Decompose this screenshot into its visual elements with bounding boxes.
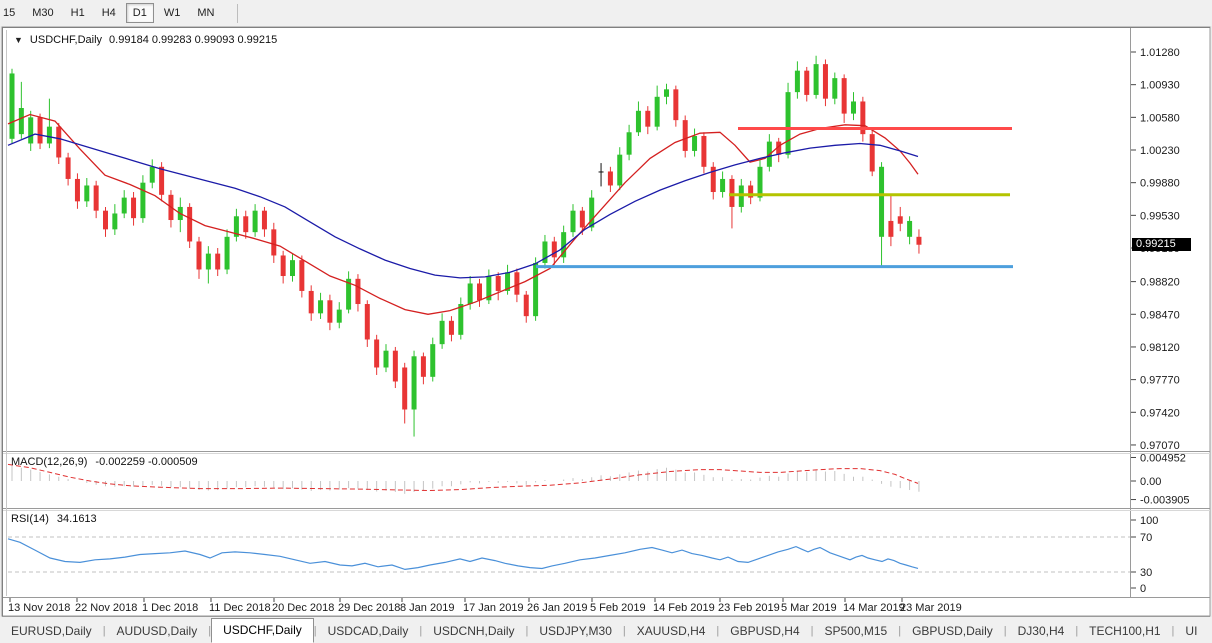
svg-text:14 Feb 2019: 14 Feb 2019: [653, 602, 715, 614]
svg-text:0.98470: 0.98470: [1140, 309, 1180, 321]
svg-text:0.97420: 0.97420: [1140, 407, 1180, 419]
svg-text:70: 70: [1140, 532, 1152, 544]
tab-usdcad-daily[interactable]: USDCAD,Daily: [327, 624, 409, 638]
tab-ui[interactable]: UI: [1185, 624, 1198, 638]
tab-divider: |: [716, 625, 720, 637]
svg-text:29 Dec 2018: 29 Dec 2018: [338, 602, 400, 614]
svg-text:1.00230: 1.00230: [1140, 145, 1180, 157]
svg-text:23 Mar 2019: 23 Mar 2019: [900, 602, 962, 614]
timeframe-button-w1[interactable]: W1: [163, 7, 181, 19]
macd-name: MACD(12,26,9): [11, 456, 88, 468]
svg-text:11 Dec 2018: 11 Dec 2018: [209, 602, 271, 614]
symbol-tabs: EURUSD,Daily | AUDUSD,Daily | USDCHF,Daily | U…: [0, 617, 1212, 643]
svg-text:23 Feb 2019: 23 Feb 2019: [718, 602, 780, 614]
svg-text:0.97770: 0.97770: [1140, 375, 1180, 387]
tab-divider: |: [419, 625, 423, 637]
svg-text:0.98120: 0.98120: [1140, 342, 1180, 354]
tab-tech100-h1[interactable]: TECH100,H1: [1089, 624, 1161, 638]
tab-usdjpy-m30[interactable]: USDJPY,M30: [539, 624, 612, 638]
tab-xauusd-h4[interactable]: XAUUSD,H4: [636, 624, 706, 638]
svg-text:5 Feb 2019: 5 Feb 2019: [590, 602, 646, 614]
svg-text:100: 100: [1140, 515, 1158, 527]
svg-text:-0.003905: -0.003905: [1140, 495, 1190, 507]
tab-divider: |: [102, 625, 106, 637]
macd-values: -0.002259 -0.000509: [95, 456, 198, 468]
timeframe-button-h4[interactable]: H4: [101, 7, 116, 19]
svg-text:1.00930: 1.00930: [1140, 80, 1180, 92]
svg-text:0.00: 0.00: [1140, 476, 1161, 488]
chart-symbol-label: USDCHF,Daily: [29, 34, 103, 46]
svg-text:8 Jan 2019: 8 Jan 2019: [400, 602, 454, 614]
svg-text:30: 30: [1140, 567, 1152, 579]
svg-text:13 Nov 2018: 13 Nov 2018: [8, 602, 70, 614]
tab-usdchf-daily[interactable]: USDCHF,Daily: [211, 618, 314, 643]
rsi-indicator-label: RSI(14) 34.1613: [11, 513, 97, 525]
chart-title: ▼ USDCHF,Daily 0.99184 0.99283 0.99093 0…: [14, 34, 277, 46]
svg-text:0.99530: 0.99530: [1140, 210, 1180, 222]
timeframe-button-h1[interactable]: H1: [70, 7, 85, 19]
svg-text:0.004952: 0.004952: [1140, 452, 1186, 464]
svg-text:1 Dec 2018: 1 Dec 2018: [142, 602, 198, 614]
svg-text:26 Jan 2019: 26 Jan 2019: [527, 602, 588, 614]
svg-text:0.97070: 0.97070: [1140, 440, 1180, 452]
tab-divider: |: [1003, 625, 1007, 637]
tab-divider: |: [208, 625, 212, 637]
timeframe-button-m30[interactable]: M30: [32, 7, 54, 19]
timeframe-button-15[interactable]: 15: [3, 7, 16, 19]
chart-ohlc-values: 0.99184 0.99283 0.99093 0.99215: [109, 34, 278, 46]
svg-text:0.99880: 0.99880: [1140, 178, 1180, 190]
svg-text:20 Dec 2018: 20 Dec 2018: [272, 602, 334, 614]
svg-text:0.98820: 0.98820: [1140, 277, 1180, 289]
macd-indicator-label: MACD(12,26,9) -0.002259 -0.000509: [11, 456, 198, 468]
timeframe-button-d1[interactable]: D1: [125, 3, 154, 23]
rsi-value: 34.1613: [56, 513, 97, 525]
tab-divider: |: [1075, 625, 1079, 637]
chevron-down-icon[interactable]: ▼: [14, 35, 23, 45]
svg-text:5 Mar 2019: 5 Mar 2019: [781, 602, 837, 614]
svg-text:14 Mar 2019: 14 Mar 2019: [843, 602, 905, 614]
tab-dj30-h4[interactable]: DJ30,H4: [1017, 624, 1065, 638]
current-price-label: 0.99215: [1132, 238, 1191, 251]
tab-divider: |: [810, 625, 814, 637]
svg-text:0: 0: [1140, 583, 1146, 595]
tab-eurusd-daily[interactable]: EURUSD,Daily: [11, 624, 92, 638]
toolbar-separator: [237, 3, 239, 23]
tab-divider: |: [313, 625, 317, 637]
tab-usdcnh-daily[interactable]: USDCNH,Daily: [433, 624, 515, 638]
svg-text:1.01280: 1.01280: [1140, 47, 1180, 59]
rsi-name: RSI(14): [11, 513, 49, 525]
svg-text:17 Jan 2019: 17 Jan 2019: [463, 602, 524, 614]
timeframe-toolbar: 15 M30 H1 H4 D1 W1 MN: [0, 0, 1212, 26]
svg-text:1.00580: 1.00580: [1140, 112, 1180, 124]
tab-gbpusd-h4[interactable]: GBPUSD,H4: [730, 624, 800, 638]
tab-gbpusd-daily[interactable]: GBPUSD,Daily: [912, 624, 993, 638]
tab-divider: |: [525, 625, 529, 637]
timeframe-button-mn[interactable]: MN: [197, 7, 215, 19]
tab-divider: |: [1171, 625, 1175, 637]
tab-sp500-m15[interactable]: SP500,M15: [824, 624, 888, 638]
tab-divider: |: [898, 625, 902, 637]
svg-text:22 Nov 2018: 22 Nov 2018: [75, 602, 137, 614]
tab-audusd-daily[interactable]: AUDUSD,Daily: [116, 624, 198, 638]
tab-divider: |: [622, 625, 626, 637]
